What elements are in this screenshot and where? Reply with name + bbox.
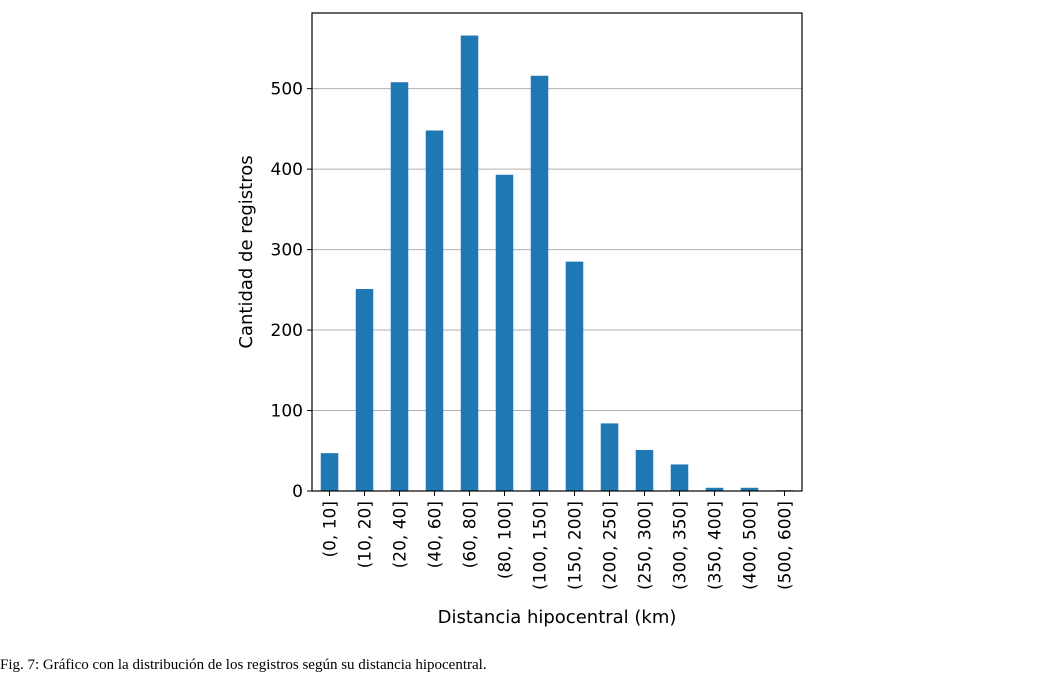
x-tick-label: (0, 10] xyxy=(321,501,341,558)
bar xyxy=(495,174,514,491)
x-tick-label: (400, 500] xyxy=(741,501,761,590)
x-tick-label: (10, 20] xyxy=(356,501,376,568)
bar xyxy=(705,487,724,491)
x-tick-label: (300, 350] xyxy=(671,501,691,590)
bar xyxy=(565,261,584,491)
y-tick-label: 200 xyxy=(271,321,303,341)
bar xyxy=(390,82,409,492)
y-tick-label: 300 xyxy=(271,241,303,261)
bar xyxy=(600,423,619,491)
y-tick-label: 400 xyxy=(271,160,303,180)
x-tick-label: (40, 60] xyxy=(426,501,446,568)
gridlines xyxy=(312,88,802,412)
x-tick-label: (80, 100] xyxy=(496,501,516,579)
bar xyxy=(355,289,374,491)
y-tick-label: 0 xyxy=(292,482,303,502)
x-axis-ticks: (0, 10] (10, 20] (20, 40] (40, 60] (60, 80] (… xyxy=(321,491,796,590)
plot-frame xyxy=(311,12,803,492)
x-tick-label: (500, 600] xyxy=(776,501,796,590)
bar xyxy=(635,449,654,491)
x-tick-label: (100, 150] xyxy=(531,501,551,590)
y-tick-label: 100 xyxy=(271,402,303,422)
x-tick-label: (150, 200] xyxy=(566,501,586,590)
x-tick-label: (250, 300] xyxy=(636,501,656,590)
y-tick-label: 500 xyxy=(271,80,303,100)
y-axis-label: Cantidad de registros xyxy=(236,155,257,348)
x-tick-label: (60, 80] xyxy=(461,501,481,568)
x-tick-label: (20, 40] xyxy=(391,501,411,568)
bar xyxy=(460,35,479,492)
bars xyxy=(320,35,794,492)
figure-caption: Fig. 7: Gráfico con la distribución de l… xyxy=(0,657,487,673)
x-tick-label: (350, 400] xyxy=(706,501,726,590)
bar xyxy=(425,130,444,491)
x-axis-label: Distancia hipocentral (km) xyxy=(438,607,677,628)
bar xyxy=(320,453,339,491)
bar-chart: 0 100 200 300 400 500 (0, 10] (10, 20] (20, 40]… xyxy=(236,12,803,628)
bar xyxy=(530,75,549,492)
bar xyxy=(670,464,689,491)
y-axis-ticks: 0 100 200 300 400 500 xyxy=(271,80,312,502)
bar xyxy=(740,487,759,491)
x-tick-label: (200, 250] xyxy=(601,501,621,590)
